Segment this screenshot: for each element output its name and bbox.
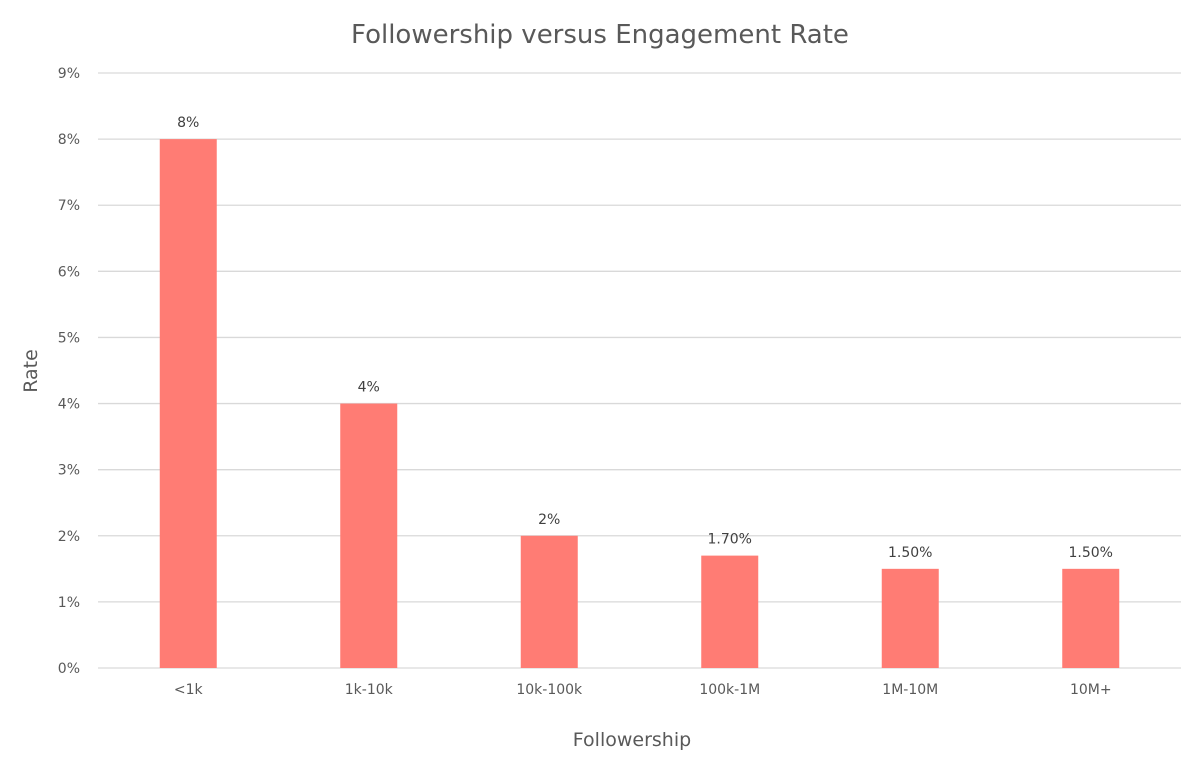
y-tick-label: 7% (58, 198, 80, 214)
y-tick-label: 9% (58, 66, 80, 82)
x-axis-title: Followership (573, 729, 691, 751)
y-tick-label: 1% (58, 595, 80, 611)
x-tick-label: <1k (174, 682, 204, 698)
bars (159, 139, 1120, 669)
bar (701, 555, 759, 668)
y-tick-label: 3% (58, 463, 80, 479)
x-tick-label: 10k-100k (516, 682, 583, 698)
bar (340, 403, 398, 668)
data-label: 4% (358, 380, 380, 396)
x-tick-label: 10M+ (1070, 682, 1112, 698)
y-tick-label: 5% (58, 330, 80, 346)
x-axis-ticks: <1k 1k-10k 10k-100k 100k-1M 1M-10M 10M+ (174, 682, 1112, 698)
data-label: 2% (538, 512, 560, 528)
y-tick-label: 0% (58, 661, 80, 677)
y-tick-label: 2% (58, 529, 80, 545)
data-label: 8% (177, 115, 199, 131)
y-tick-label: 4% (58, 397, 80, 413)
bar (520, 535, 578, 668)
data-label: 1.70% (708, 532, 752, 548)
y-axis-title: Rate (20, 349, 42, 393)
data-label: 1.50% (888, 545, 932, 561)
data-labels: 8% 4% 2% 1.70% 1.50% 1.50% (177, 115, 1113, 561)
y-axis-ticks: 0% 1% 2% 3% 4% 5% 6% 7% 8% 9% (58, 66, 80, 677)
bar (1062, 568, 1120, 668)
bar (881, 568, 939, 668)
data-label: 1.50% (1069, 545, 1113, 561)
x-tick-label: 100k-1M (699, 682, 760, 698)
y-tick-label: 6% (58, 264, 80, 280)
chart-title: Followership versus Engagement Rate (351, 20, 849, 50)
y-tick-label: 8% (58, 132, 80, 148)
bar (159, 139, 217, 669)
x-tick-label: 1k-10k (345, 682, 394, 698)
gridlines (98, 72, 1181, 669)
x-tick-label: 1M-10M (882, 682, 938, 698)
